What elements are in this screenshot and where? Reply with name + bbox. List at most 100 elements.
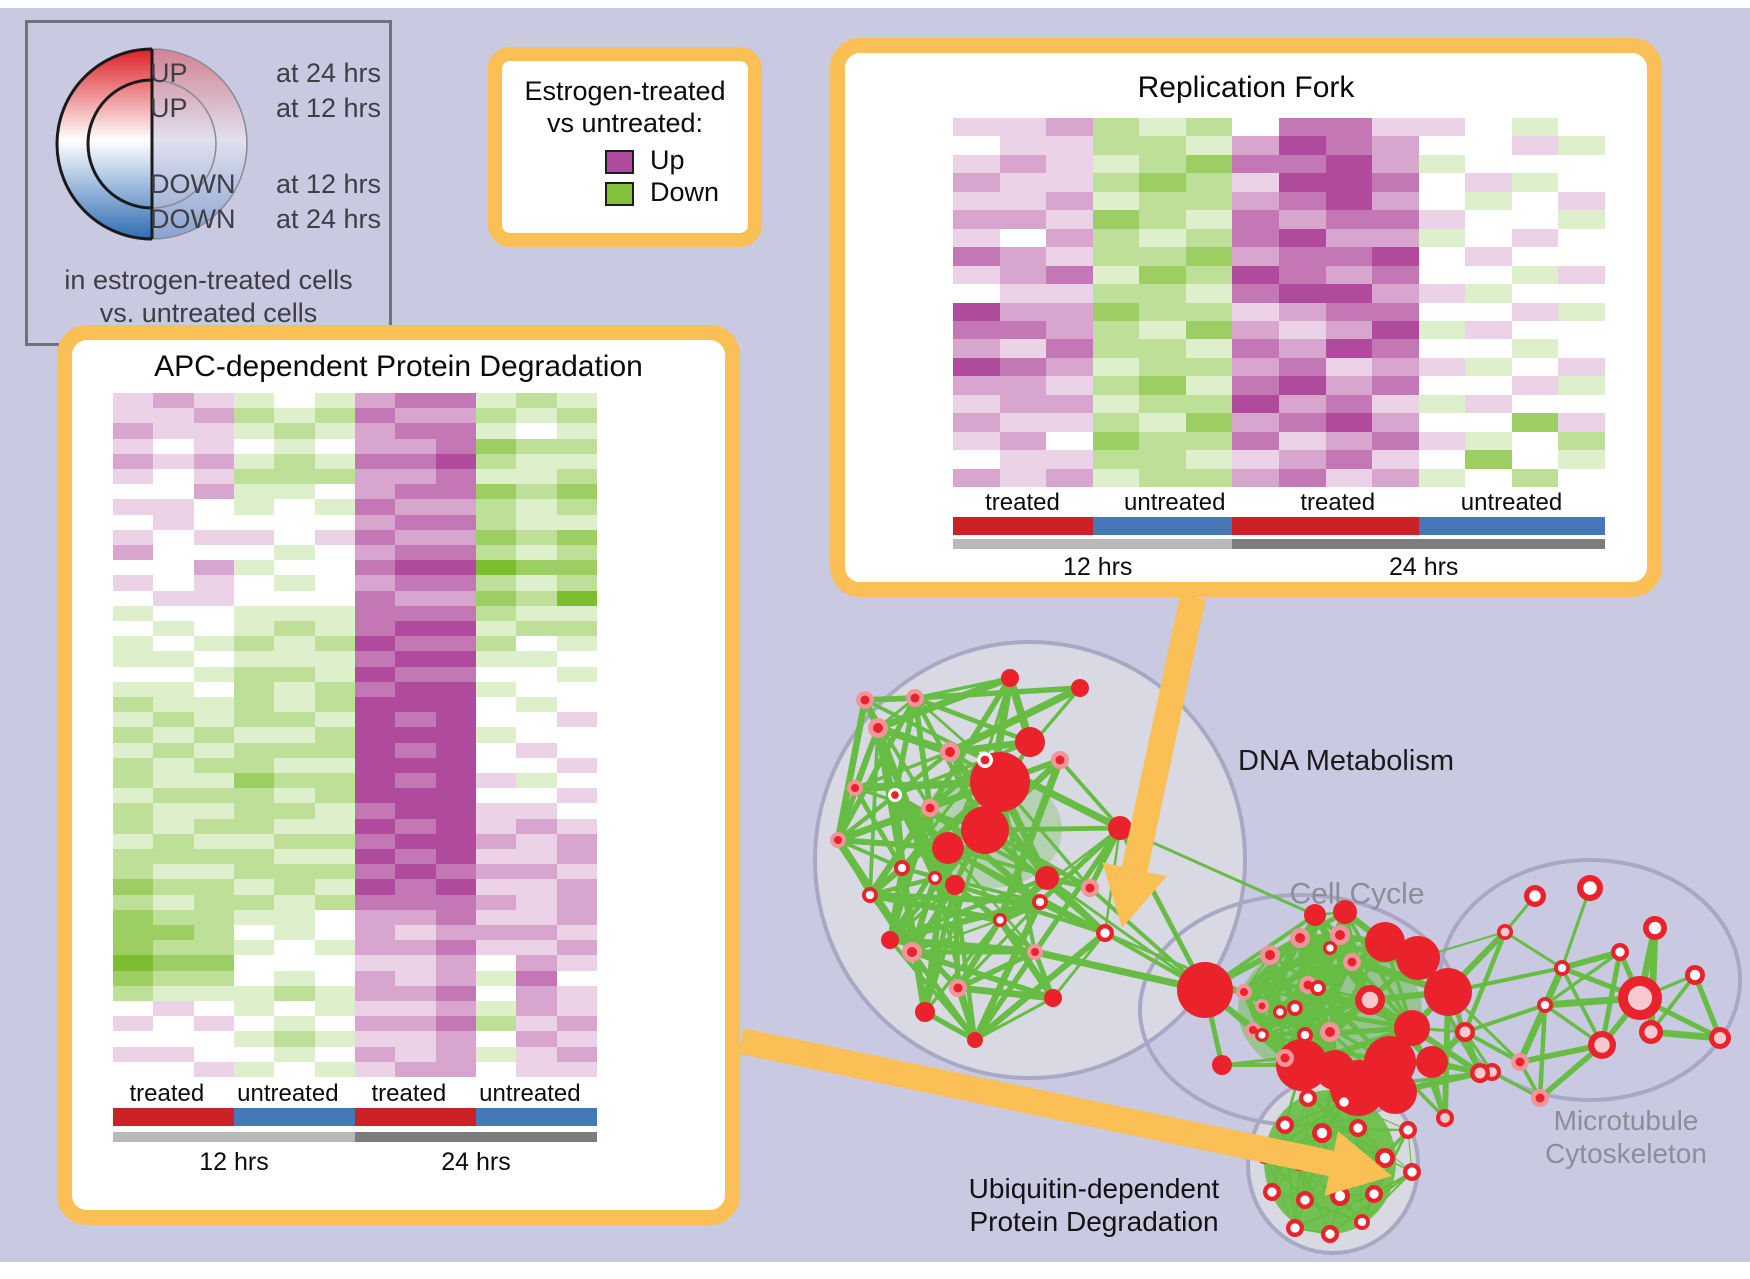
heatmap-cell <box>1092 431 1140 451</box>
heatmap-cell <box>1325 191 1373 211</box>
heatmap-cell <box>475 924 517 941</box>
heatmap-cell <box>1372 376 1419 395</box>
heatmap-cell <box>314 651 355 667</box>
microtubule-label: Microtubule Cytoskeleton <box>1545 1104 1707 1170</box>
heatmap-cell <box>1325 376 1373 395</box>
heatmap-cell <box>1558 284 1605 303</box>
heatmap-cell <box>274 393 315 409</box>
heatmap-cell <box>233 742 275 758</box>
heatmap-cell <box>274 681 315 697</box>
heatmap-cell <box>274 1016 315 1032</box>
heatmap-cell <box>1046 320 1093 340</box>
time-label: 24 hrs <box>1388 552 1459 581</box>
heatmap-cell <box>1558 431 1605 451</box>
heatmap-cell <box>113 864 154 880</box>
heatmap-cell <box>1046 228 1093 248</box>
heatmap-cell <box>153 681 194 697</box>
down-label: Down <box>650 177 720 207</box>
heatmap-cell <box>435 1016 476 1032</box>
heatmap-cell <box>475 772 517 789</box>
heatmap-cell <box>556 1016 597 1032</box>
heatmap-cell <box>516 636 557 652</box>
heatmap-cell <box>1092 357 1140 377</box>
heatmap-cell <box>113 848 154 865</box>
heatmap-cell <box>1092 450 1140 469</box>
heatmap-cell <box>233 529 275 545</box>
ring-label-up-12: UP <box>150 93 188 123</box>
heatmap-cell <box>193 499 234 515</box>
heatmap-cell <box>435 666 476 682</box>
up-color-swatch <box>605 150 634 174</box>
heatmap-cell <box>1232 450 1279 469</box>
heatmap-cell <box>395 788 436 804</box>
heatmap-cell <box>1325 302 1373 321</box>
heatmap-cell <box>395 620 436 637</box>
heatmap-cell <box>354 848 396 865</box>
heatmap-cell <box>354 1031 396 1047</box>
heatmap-cell <box>193 590 234 606</box>
heatmap-cell <box>475 468 517 485</box>
heatmap-cell <box>314 712 355 728</box>
heatmap-cell <box>1325 431 1373 451</box>
heatmap-cell <box>314 544 355 561</box>
heatmap-cell <box>516 529 557 545</box>
heatmap-cell <box>153 393 194 409</box>
heatmap-cell <box>556 712 597 728</box>
heatmap-cell <box>516 438 557 454</box>
heatmap-cell <box>354 620 396 637</box>
group-color-bar-segment <box>1232 517 1419 535</box>
heatmap-cell <box>193 909 234 925</box>
time-label: 12 hrs <box>199 1147 269 1176</box>
heatmap-cell <box>1046 450 1093 469</box>
heatmap-cell <box>953 136 1000 155</box>
heatmap-cell <box>1279 339 1326 358</box>
heatmap-cell <box>475 393 517 409</box>
heatmap-cell <box>1279 154 1326 174</box>
heatmap-cell <box>475 864 517 880</box>
heatmap-cell <box>233 514 275 530</box>
heatmap-cell <box>193 1016 234 1032</box>
heatmap-cell <box>274 514 315 530</box>
heatmap-cell <box>354 544 396 561</box>
heatmap-cell <box>1139 339 1186 358</box>
heatmap-cell <box>475 590 517 606</box>
heatmap-cell <box>113 651 154 667</box>
heatmap-cell <box>395 484 436 500</box>
heatmap-cell <box>113 666 154 682</box>
heatmap-cell <box>1418 320 1466 340</box>
heatmap-cell <box>1092 394 1140 414</box>
group-color-bar-segment <box>113 1108 234 1126</box>
heatmap-cell <box>113 818 154 834</box>
heatmap-cell <box>1279 431 1326 451</box>
heatmap-cell <box>475 970 517 986</box>
heatmap-cell <box>395 666 436 682</box>
heatmap-cell <box>1139 376 1186 395</box>
heatmap-cell <box>475 544 517 561</box>
heatmap-cell <box>395 499 436 515</box>
heatmap-cell <box>354 605 396 621</box>
heatmap-cell <box>395 833 436 849</box>
heatmap-cell <box>1185 118 1233 137</box>
heatmap-cell <box>153 803 194 819</box>
heatmap-cell <box>475 514 517 530</box>
heatmap-cell <box>153 1031 194 1047</box>
group-label: untreated <box>479 1080 581 1107</box>
heatmap-cell <box>1232 118 1279 137</box>
apc-group-bar <box>113 1108 597 1126</box>
heatmap-cell <box>1139 357 1186 377</box>
heatmap-cell <box>193 985 234 1001</box>
heatmap-cell <box>1558 191 1605 211</box>
heatmap-cell <box>435 423 476 439</box>
heatmap-cell <box>1092 173 1140 192</box>
heatmap-cell <box>153 620 194 637</box>
heatmap-cell <box>1046 284 1093 303</box>
heatmap-cell <box>1046 394 1093 414</box>
heatmap-cell <box>1465 394 1512 414</box>
heatmap-cell <box>556 955 597 971</box>
heatmap-cell <box>556 696 597 713</box>
heatmap-cell <box>435 727 476 743</box>
heatmap-cell <box>233 833 275 849</box>
heatmap-cell <box>193 757 234 773</box>
heatmap-cell <box>1511 413 1559 432</box>
heatmap-cell <box>953 210 1000 229</box>
